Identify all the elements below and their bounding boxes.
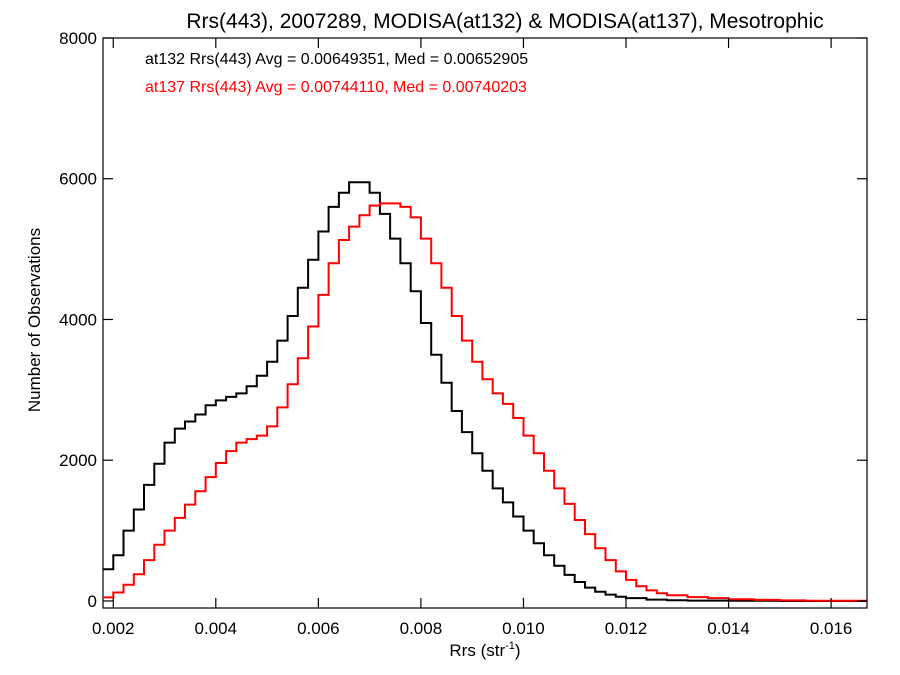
x-axis-label-superscript: -1 <box>505 640 515 652</box>
x-tick-label: 0.002 <box>92 619 135 638</box>
y-tick-label: 0 <box>88 592 97 611</box>
x-tick-label: 0.006 <box>297 619 340 638</box>
y-tick-label: 2000 <box>59 451 97 470</box>
x-tick-label: 0.008 <box>400 619 443 638</box>
y-tick-label: 8000 <box>59 29 97 48</box>
x-tick-label: 0.010 <box>502 619 545 638</box>
series-line-1 <box>103 202 868 602</box>
annotation-at137-stats: at137 Rrs(443) Avg = 0.00744110, Med = 0… <box>145 79 527 96</box>
y-tick-label: 6000 <box>59 170 97 189</box>
y-tick-label: 4000 <box>59 310 97 329</box>
y-axis-label: Number of Observations <box>25 228 44 412</box>
x-tick-label: 0.014 <box>707 619 750 638</box>
axes-layer: 0.002 0.004 0.006 0.008 0.010 0.012 0.014 0.016… <box>59 29 867 638</box>
x-axis-label: Rrs (str-1) <box>449 640 520 660</box>
x-tick-label: 0.016 <box>810 619 853 638</box>
chart-title: Rrs(443), 2007289, MODISA(at132) & MODIS… <box>186 10 823 33</box>
x-tick-label: 0.012 <box>605 619 648 638</box>
series-line-0 <box>103 181 867 602</box>
annotation-at132-stats: at132 Rrs(443) Avg = 0.00649351, Med = 0… <box>145 51 528 68</box>
x-axis-label-close: ) <box>515 641 521 660</box>
series-layer <box>103 181 868 602</box>
x-tick-label: 0.004 <box>195 619 238 638</box>
plot-frame <box>102 37 868 609</box>
x-axis-label-main: Rrs (str <box>449 641 505 660</box>
